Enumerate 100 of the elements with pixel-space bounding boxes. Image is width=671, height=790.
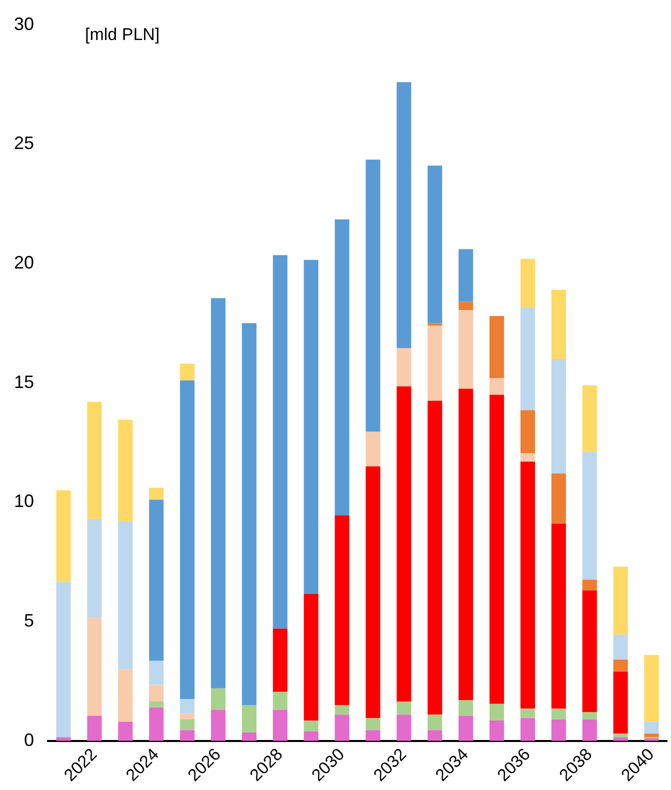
y-tick-label: 20: [14, 252, 34, 272]
bar: [428, 714, 442, 730]
bar: [149, 684, 164, 702]
bar: [458, 700, 474, 716]
bar: [272, 692, 288, 710]
bar: [613, 660, 628, 672]
bar: [334, 219, 350, 516]
bar: [56, 490, 71, 582]
bar: [87, 518, 102, 618]
y-tick-label: 10: [14, 491, 34, 512]
bar: [520, 308, 536, 410]
bar: [304, 260, 318, 594]
bar: [118, 669, 133, 722]
bar: [334, 515, 350, 706]
bar: [490, 378, 504, 395]
bar: [520, 708, 536, 718]
y-tick-label: 0: [24, 730, 34, 750]
bar: [366, 730, 380, 741]
y-tick-label: 30: [14, 14, 34, 34]
bar: [242, 732, 256, 741]
bar: [613, 672, 628, 734]
bar: [149, 707, 164, 741]
bar: [304, 731, 318, 741]
bar: [180, 380, 195, 700]
bar: [396, 82, 412, 348]
bar: [520, 410, 536, 454]
bar: [551, 719, 566, 741]
bar: [149, 488, 164, 500]
bar: [458, 716, 474, 741]
bar: [210, 710, 226, 741]
bar: [118, 521, 133, 670]
bar: [180, 713, 195, 720]
bar: [644, 722, 659, 734]
bar: [87, 618, 102, 716]
bar: [366, 466, 380, 718]
bar: [396, 701, 412, 715]
bar: [87, 716, 102, 741]
bar: [118, 420, 133, 522]
bar: [428, 730, 442, 741]
bar: [149, 500, 164, 661]
bar: [180, 730, 195, 741]
bar: [180, 699, 195, 714]
bar: [334, 714, 350, 741]
bar: [520, 718, 536, 741]
bar: [366, 718, 380, 730]
bar: [490, 704, 504, 721]
bar: [490, 316, 504, 378]
bar: [334, 705, 350, 715]
bar: [551, 708, 566, 720]
bar: [428, 326, 442, 401]
bar: [520, 453, 536, 462]
bar: [613, 634, 628, 660]
bar: [272, 710, 288, 741]
bar: [644, 654, 659, 722]
bar: [551, 524, 566, 709]
bar: [613, 734, 628, 738]
bar: [210, 298, 226, 688]
bar: [304, 594, 318, 721]
bar: [242, 705, 256, 732]
bar: [149, 660, 164, 685]
bar: [520, 462, 536, 709]
bar: [520, 258, 536, 308]
bar: [210, 688, 226, 710]
bar: [582, 719, 597, 741]
bar: [118, 722, 133, 741]
bar: [458, 249, 474, 302]
bar: [180, 719, 195, 730]
bar: [272, 255, 288, 629]
bar: [149, 701, 164, 708]
bar: [366, 160, 380, 432]
y-tick-label: 25: [14, 133, 34, 154]
bar: [551, 290, 566, 359]
bar: [458, 388, 474, 700]
bar: [582, 385, 597, 452]
bar: [458, 302, 474, 310]
bar: [551, 474, 566, 524]
bar: [582, 712, 597, 720]
bar: [582, 452, 597, 580]
y-tick-label: 5: [24, 610, 34, 630]
bar: [180, 364, 195, 380]
bar: [428, 400, 442, 715]
y-tick-label: 15: [14, 372, 34, 392]
bar: [551, 358, 566, 474]
bar: [304, 720, 318, 732]
bar: [613, 566, 628, 635]
bar: [396, 386, 412, 702]
bar: [458, 310, 474, 389]
bar: [428, 323, 442, 326]
bar: [644, 734, 659, 738]
bar: [582, 590, 597, 712]
y-axis-title: [mld PLN]: [85, 24, 160, 44]
bar: [396, 714, 412, 741]
bar: [396, 348, 412, 386]
bar: [490, 394, 504, 704]
bar: [242, 323, 256, 706]
bar: [56, 582, 71, 738]
bar: [490, 720, 504, 741]
bar: [272, 628, 288, 692]
bar: [582, 580, 597, 590]
bar: [87, 402, 102, 519]
